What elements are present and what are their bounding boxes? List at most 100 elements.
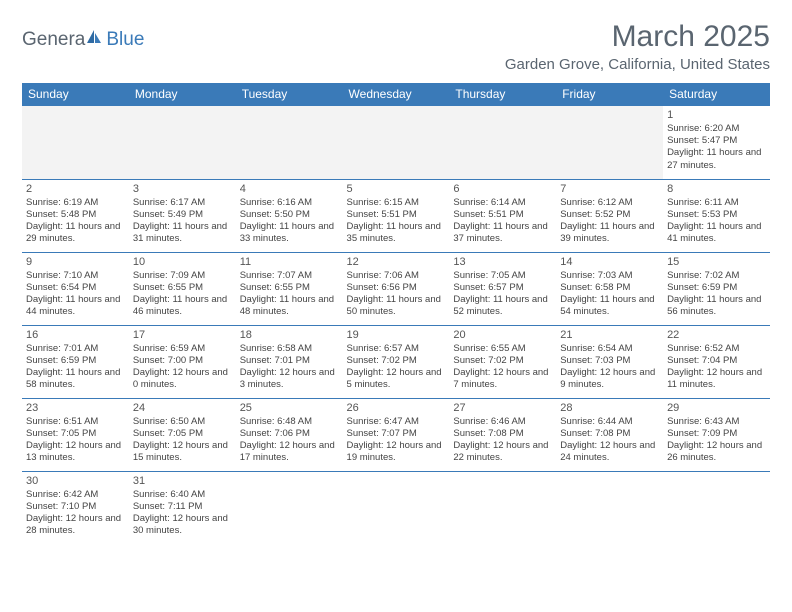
sunrise-text: Sunrise: 6:51 AM <box>26 416 125 428</box>
sunset-text: Sunset: 5:50 PM <box>240 209 339 221</box>
calendar-cell: 4Sunrise: 6:16 AMSunset: 5:50 PMDaylight… <box>236 179 343 252</box>
day-header: Friday <box>556 83 663 106</box>
calendar-cell: 23Sunrise: 6:51 AMSunset: 7:05 PMDayligh… <box>22 398 129 471</box>
day-number: 9 <box>26 255 125 269</box>
sunrise-text: Sunrise: 7:09 AM <box>133 270 232 282</box>
daylight-text: Daylight: 11 hours and 31 minutes. <box>133 221 232 245</box>
calendar-cell <box>556 471 663 544</box>
daylight-text: Daylight: 11 hours and 39 minutes. <box>560 221 659 245</box>
daylight-text: Daylight: 11 hours and 56 minutes. <box>667 294 766 318</box>
sunset-text: Sunset: 6:59 PM <box>667 282 766 294</box>
daylight-text: Daylight: 11 hours and 27 minutes. <box>667 147 766 171</box>
calendar-row: 30Sunrise: 6:42 AMSunset: 7:10 PMDayligh… <box>22 471 770 544</box>
day-number: 21 <box>560 328 659 342</box>
day-number: 22 <box>667 328 766 342</box>
day-number: 7 <box>560 182 659 196</box>
sunrise-text: Sunrise: 7:05 AM <box>453 270 552 282</box>
sunrise-text: Sunrise: 6:54 AM <box>560 343 659 355</box>
logo: Genera Blue <box>22 20 144 51</box>
calendar-cell: 24Sunrise: 6:50 AMSunset: 7:05 PMDayligh… <box>129 398 236 471</box>
calendar-cell: 29Sunrise: 6:43 AMSunset: 7:09 PMDayligh… <box>663 398 770 471</box>
sunrise-text: Sunrise: 6:44 AM <box>560 416 659 428</box>
day-number: 29 <box>667 401 766 415</box>
daylight-text: Daylight: 12 hours and 5 minutes. <box>347 367 446 391</box>
calendar-cell: 16Sunrise: 7:01 AMSunset: 6:59 PMDayligh… <box>22 325 129 398</box>
calendar-cell: 3Sunrise: 6:17 AMSunset: 5:49 PMDaylight… <box>129 179 236 252</box>
day-number: 24 <box>133 401 232 415</box>
sunset-text: Sunset: 7:02 PM <box>453 355 552 367</box>
daylight-text: Daylight: 12 hours and 19 minutes. <box>347 440 446 464</box>
daylight-text: Daylight: 12 hours and 17 minutes. <box>240 440 339 464</box>
day-number: 17 <box>133 328 232 342</box>
daylight-text: Daylight: 11 hours and 58 minutes. <box>26 367 125 391</box>
day-number: 15 <box>667 255 766 269</box>
sunrise-text: Sunrise: 6:14 AM <box>453 197 552 209</box>
sunrise-text: Sunrise: 6:11 AM <box>667 197 766 209</box>
sunset-text: Sunset: 6:57 PM <box>453 282 552 294</box>
day-number: 10 <box>133 255 232 269</box>
sunrise-text: Sunrise: 6:40 AM <box>133 489 232 501</box>
sunset-text: Sunset: 7:02 PM <box>347 355 446 367</box>
daylight-text: Daylight: 11 hours and 48 minutes. <box>240 294 339 318</box>
sunset-text: Sunset: 5:51 PM <box>453 209 552 221</box>
calendar-table: Sunday Monday Tuesday Wednesday Thursday… <box>22 83 770 544</box>
day-header: Saturday <box>663 83 770 106</box>
calendar-cell <box>449 106 556 179</box>
sunrise-text: Sunrise: 6:12 AM <box>560 197 659 209</box>
title-block: March 2025 Garden Grove, California, Uni… <box>505 20 770 79</box>
day-number: 5 <box>347 182 446 196</box>
sunset-text: Sunset: 7:01 PM <box>240 355 339 367</box>
sunrise-text: Sunrise: 6:48 AM <box>240 416 339 428</box>
day-number: 12 <box>347 255 446 269</box>
sunset-text: Sunset: 6:55 PM <box>133 282 232 294</box>
sunset-text: Sunset: 7:11 PM <box>133 501 232 513</box>
sunset-text: Sunset: 5:47 PM <box>667 135 766 147</box>
calendar-cell: 19Sunrise: 6:57 AMSunset: 7:02 PMDayligh… <box>343 325 450 398</box>
sunset-text: Sunset: 7:06 PM <box>240 428 339 440</box>
calendar-cell: 28Sunrise: 6:44 AMSunset: 7:08 PMDayligh… <box>556 398 663 471</box>
sunrise-text: Sunrise: 6:58 AM <box>240 343 339 355</box>
day-header: Sunday <box>22 83 129 106</box>
sunrise-text: Sunrise: 6:52 AM <box>667 343 766 355</box>
calendar-body: 1Sunrise: 6:20 AMSunset: 5:47 PMDaylight… <box>22 106 770 544</box>
sunrise-text: Sunrise: 6:43 AM <box>667 416 766 428</box>
day-number: 30 <box>26 474 125 488</box>
calendar-row: 2Sunrise: 6:19 AMSunset: 5:48 PMDaylight… <box>22 179 770 252</box>
calendar-cell: 13Sunrise: 7:05 AMSunset: 6:57 PMDayligh… <box>449 252 556 325</box>
sunrise-text: Sunrise: 7:06 AM <box>347 270 446 282</box>
sunrise-text: Sunrise: 7:02 AM <box>667 270 766 282</box>
calendar-row: 9Sunrise: 7:10 AMSunset: 6:54 PMDaylight… <box>22 252 770 325</box>
sunrise-text: Sunrise: 6:16 AM <box>240 197 339 209</box>
calendar-cell: 15Sunrise: 7:02 AMSunset: 6:59 PMDayligh… <box>663 252 770 325</box>
sunset-text: Sunset: 7:10 PM <box>26 501 125 513</box>
calendar-cell: 17Sunrise: 6:59 AMSunset: 7:00 PMDayligh… <box>129 325 236 398</box>
sunset-text: Sunset: 5:51 PM <box>347 209 446 221</box>
sunset-text: Sunset: 5:53 PM <box>667 209 766 221</box>
day-number: 13 <box>453 255 552 269</box>
calendar-cell: 25Sunrise: 6:48 AMSunset: 7:06 PMDayligh… <box>236 398 343 471</box>
calendar-cell: 18Sunrise: 6:58 AMSunset: 7:01 PMDayligh… <box>236 325 343 398</box>
daylight-text: Daylight: 11 hours and 54 minutes. <box>560 294 659 318</box>
calendar-cell: 9Sunrise: 7:10 AMSunset: 6:54 PMDaylight… <box>22 252 129 325</box>
sunrise-text: Sunrise: 6:47 AM <box>347 416 446 428</box>
sunset-text: Sunset: 7:05 PM <box>26 428 125 440</box>
calendar-cell <box>556 106 663 179</box>
calendar-page: Genera Blue March 2025 Garden Grove, Cal… <box>0 0 792 564</box>
day-number: 19 <box>347 328 446 342</box>
day-header-row: Sunday Monday Tuesday Wednesday Thursday… <box>22 83 770 106</box>
sunset-text: Sunset: 7:00 PM <box>133 355 232 367</box>
daylight-text: Daylight: 12 hours and 22 minutes. <box>453 440 552 464</box>
sunset-text: Sunset: 6:56 PM <box>347 282 446 294</box>
calendar-cell: 27Sunrise: 6:46 AMSunset: 7:08 PMDayligh… <box>449 398 556 471</box>
daylight-text: Daylight: 12 hours and 15 minutes. <box>133 440 232 464</box>
month-title: March 2025 <box>505 20 770 54</box>
daylight-text: Daylight: 11 hours and 52 minutes. <box>453 294 552 318</box>
day-number: 8 <box>667 182 766 196</box>
sunrise-text: Sunrise: 7:03 AM <box>560 270 659 282</box>
sunset-text: Sunset: 7:05 PM <box>133 428 232 440</box>
sunrise-text: Sunrise: 7:10 AM <box>26 270 125 282</box>
daylight-text: Daylight: 11 hours and 44 minutes. <box>26 294 125 318</box>
calendar-cell <box>343 106 450 179</box>
daylight-text: Daylight: 11 hours and 41 minutes. <box>667 221 766 245</box>
day-number: 18 <box>240 328 339 342</box>
